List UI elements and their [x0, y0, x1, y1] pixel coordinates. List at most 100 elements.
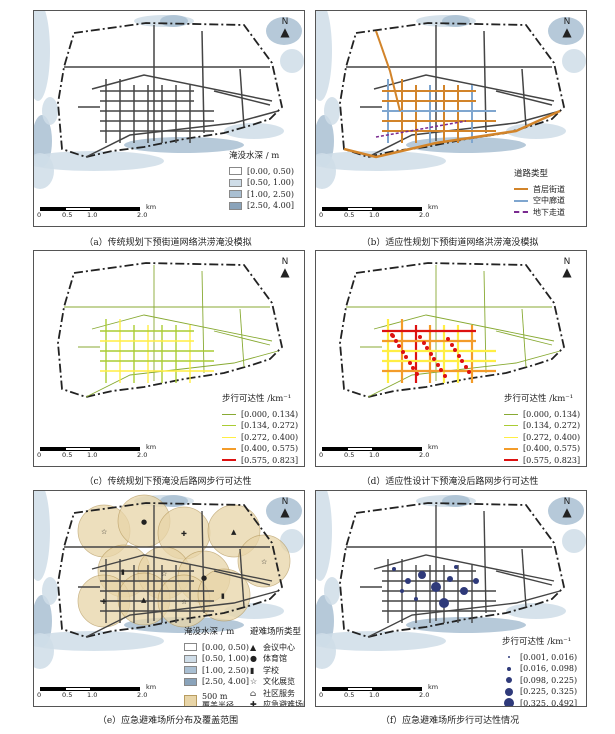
legend-item: 首层街道	[533, 184, 565, 194]
caption-e: （e）应急避难场所分布及覆盖范围	[97, 716, 239, 726]
scale-tick: 2.0	[419, 691, 430, 699]
legend-a: 淹没水深 / m [0.00, 0.50) [0.50, 1.00) [1.00…	[229, 151, 294, 212]
legend-item: [0.00, 0.50)	[247, 166, 294, 176]
legend-item: 500 m 覆盖半径	[202, 691, 234, 707]
road-segment	[213, 330, 271, 346]
legend-item: [0.575, 0.823]	[523, 455, 581, 465]
road-segment	[213, 570, 271, 586]
access-hotspot	[391, 334, 395, 338]
scale-tick: 0	[37, 691, 42, 699]
road-segment	[373, 314, 555, 342]
scale-unit: km	[428, 203, 439, 211]
access-hotspot	[450, 343, 454, 347]
access-hotspot	[429, 352, 433, 356]
legend-item: 空中廊道	[533, 196, 565, 205]
access-hotspot	[443, 374, 447, 378]
access-hotspot	[467, 370, 471, 374]
legend-title: 淹没水深 / m	[229, 151, 280, 161]
flood-zone	[316, 11, 332, 101]
north-arrow: N ▲	[562, 497, 572, 519]
access-hotspot	[404, 355, 408, 359]
panel-a-map: N ▲ 淹没水深 / m [0.00, 0.50) [0.50, 1.00) [1…	[33, 10, 305, 227]
shelter-marker: ▮	[221, 592, 225, 600]
road-segment	[367, 590, 561, 638]
coverage-circle	[237, 534, 291, 588]
scale-tick: 2.0	[137, 451, 148, 459]
legend-item: [1.00, 2.50)	[202, 665, 249, 675]
flood-zone	[506, 603, 566, 619]
north-arrow: N ▲	[280, 257, 290, 279]
legend-item: [0.000, 0.134)	[241, 409, 299, 419]
legend-item: 体育馆	[263, 654, 287, 663]
road-segment	[85, 590, 279, 638]
accessibility-dot	[392, 567, 396, 571]
shelter-marker: ▮	[121, 568, 125, 576]
legend-item: 会议中心	[263, 642, 295, 652]
road-segment	[213, 90, 271, 106]
scale-tick: 0.5	[62, 451, 73, 459]
panel-e-map: ☆ ● ✚ ▲ ☆ ▮ ☆ ● ✚ ▲ ☆ ▮ N ▲ 淹没水深 / m [0.00, 0.50) [0…	[33, 490, 305, 707]
map-b-svg	[316, 11, 586, 189]
accessibility-dot	[405, 578, 411, 584]
legend-item: [2.50, 4.00]	[202, 677, 249, 686]
shelter-marker: ●	[201, 574, 207, 582]
accessibility-dot	[447, 576, 453, 582]
access-hotspot	[453, 348, 457, 352]
flood-zone	[224, 123, 284, 139]
road-segment	[201, 270, 205, 374]
accessibility-dot	[400, 589, 404, 593]
road-segment	[201, 510, 205, 614]
flood-zone	[324, 577, 340, 605]
access-hotspot	[401, 350, 405, 354]
scale-tick: 1.0	[87, 691, 98, 699]
legend-item: [0.000, 0.134)	[523, 409, 581, 419]
flood-zone	[316, 151, 446, 171]
flood-zone	[266, 497, 302, 525]
legend-item: [0.016, 0.098)	[520, 664, 578, 673]
legend-item: 应急避难场所	[263, 700, 304, 707]
flood-zone	[316, 631, 446, 651]
road-segment	[483, 30, 487, 134]
legend-d: 步行可达性 /km⁻¹ [0.000, 0.134) [0.134, 0.272…	[504, 394, 580, 466]
road-segment	[483, 270, 487, 374]
flood-zone	[442, 15, 470, 27]
panel-b-map: N ▲ 道路类型 首层街道 空中廊道 地下走道 0 0.5 1.0 2.0 km	[315, 10, 587, 227]
road-segment	[91, 74, 273, 102]
map-f-svg	[316, 491, 586, 669]
panel-c-map: N ▲ 步行可达性 /km⁻¹ [0.000, 0.134) [0.134, 0.…	[33, 250, 305, 467]
legend-title: 道路类型	[514, 169, 549, 179]
scale-tick: 0	[319, 451, 324, 459]
map-d-svg	[339, 262, 565, 398]
legend-title: 步行可达性 /km⁻¹	[222, 394, 292, 404]
scale-unit: km	[146, 683, 157, 691]
caption-f: （f）应急避难场所步行可达性情况	[380, 716, 520, 726]
scale-tick: 2.0	[419, 451, 430, 459]
road-segment	[91, 554, 273, 582]
scale-tick: 1.0	[87, 211, 98, 219]
access-hotspot	[418, 335, 422, 339]
street-segment	[343, 109, 561, 159]
shelter-marker: ▲	[141, 596, 147, 604]
district-boundary	[339, 502, 565, 638]
district-boundary	[339, 262, 565, 398]
flood-zone	[442, 495, 470, 507]
accessibility-dot	[454, 565, 458, 569]
scale-unit: km	[146, 203, 157, 211]
legend-c: 步行可达性 /km⁻¹ [0.000, 0.134) [0.134, 0.272…	[222, 394, 298, 466]
legend-item: [0.00, 0.50)	[202, 642, 249, 652]
road-segment	[373, 554, 555, 582]
accessibility-dot	[431, 582, 441, 592]
flood-zone	[42, 577, 58, 605]
road-segment	[201, 30, 205, 134]
flood-zone	[548, 497, 584, 525]
coverage-circle	[197, 568, 251, 622]
scale-tick: 1.0	[369, 691, 380, 699]
north-arrow: N ▲	[280, 497, 290, 519]
caption-d: （d）适应性设计下预淹没后路网步行可达性	[361, 477, 539, 487]
access-hotspot	[408, 361, 412, 365]
road-segment	[367, 350, 561, 398]
flood-zone	[316, 491, 332, 581]
flood-zone	[548, 17, 584, 45]
legend-item: [0.575, 0.823]	[241, 455, 299, 465]
flood-zone	[406, 617, 526, 633]
